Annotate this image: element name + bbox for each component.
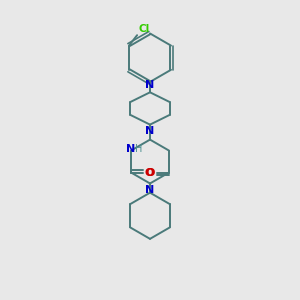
Text: N: N	[146, 184, 154, 195]
Text: N: N	[146, 127, 154, 136]
Text: O: O	[145, 167, 154, 178]
Text: N: N	[126, 144, 136, 154]
Text: H: H	[135, 144, 142, 154]
Text: O: O	[146, 167, 155, 178]
Text: Cl: Cl	[139, 24, 150, 34]
Text: N: N	[146, 80, 154, 91]
